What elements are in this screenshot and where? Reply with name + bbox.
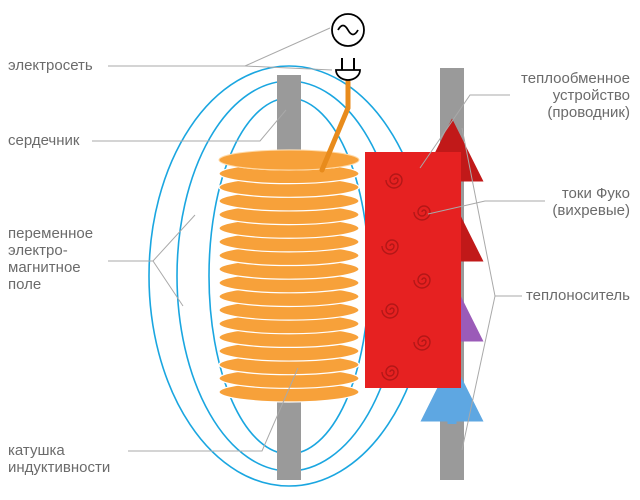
label-field: переменноеэлектро-магнитноеполе (8, 225, 93, 293)
heat-exchanger (365, 152, 461, 388)
plug-icon (336, 58, 360, 80)
label-eddy: токи Фуко(вихревые) (552, 185, 630, 219)
label-coil: катушкаиндуктивности (8, 442, 110, 476)
induction-coil (219, 150, 359, 402)
label-core: сердечник (8, 132, 80, 149)
label-coolant: теплоноситель (526, 287, 630, 304)
ac-source-icon (332, 14, 364, 46)
label-power: электросеть (8, 57, 93, 74)
label-heat_ex: теплообменноеустройство(проводник) (521, 70, 630, 121)
